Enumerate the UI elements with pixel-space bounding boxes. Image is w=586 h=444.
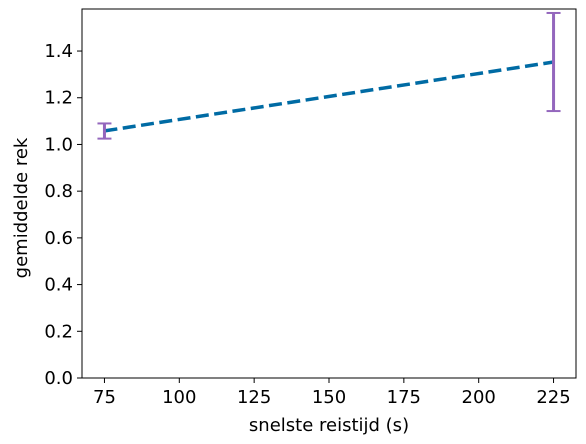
x-tick-label: 125 [237,387,271,408]
error-bar [546,11,561,113]
error-bar-layer [97,11,561,140]
y-tick-label: 1.0 [44,134,73,155]
x-tick-label: 75 [93,387,116,408]
x-tick-label: 150 [312,387,346,408]
x-tick-label: 100 [162,387,196,408]
y-tick-label: 0.6 [44,228,73,249]
y-tick-label: 0.0 [44,368,73,389]
y-tick-label: 0.4 [44,275,73,296]
x-tick-label: 225 [536,387,570,408]
y-axis-title: gemiddelde rek [11,137,32,278]
plot-frame [81,8,577,379]
x-tick-label: 200 [462,387,496,408]
y-tick-label: 0.2 [44,321,73,342]
series-line [104,60,554,133]
y-axis: 0.0 0.2 0.4 0.6 0.8 1.0 1.2 1.4 [44,41,82,389]
x-tick-label: 175 [387,387,421,408]
y-tick-label: 0.8 [44,181,73,202]
y-tick-label: 1.2 [44,88,73,109]
error-bar [97,122,112,140]
x-axis-title: snelste reistijd (s) [249,415,409,436]
series-layer [104,60,554,133]
x-axis: 75 100 125 150 175 200 225 [93,378,571,408]
plot-area [81,8,577,379]
y-tick-label: 1.4 [44,41,73,62]
